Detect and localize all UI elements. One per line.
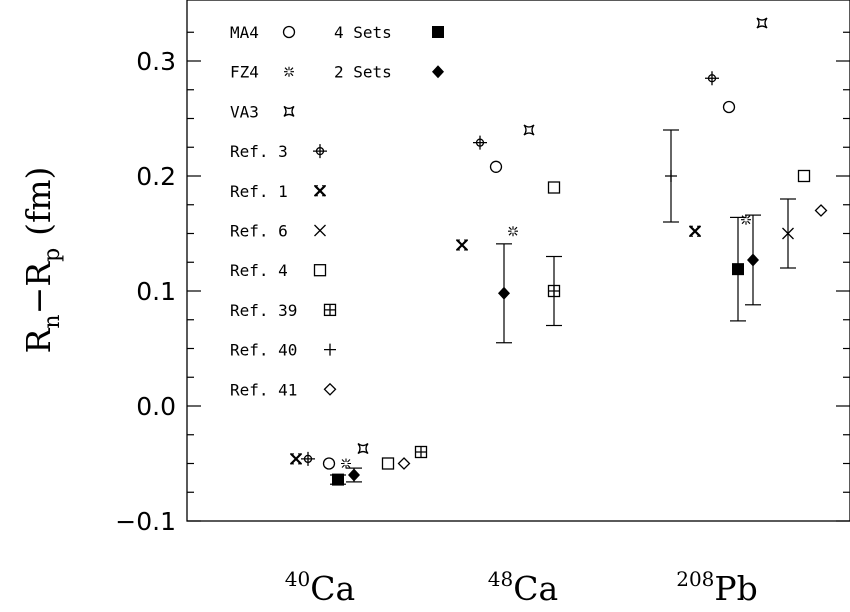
legend-label: MA4 <box>230 23 259 42</box>
legend-entry: 2 Sets <box>334 63 444 82</box>
legend-entry: Ref. 6 <box>230 222 326 241</box>
data-point <box>663 129 679 223</box>
data-point <box>741 214 751 225</box>
legend: MA4 FZ4 VA3 Ref. 3 Ref. 1 Ref. 6 Ref. 4 Ref. 39… <box>230 23 444 399</box>
x-category-label: 208Pb <box>676 567 758 608</box>
legend-label: Ref. 41 <box>230 380 297 399</box>
legend-label: Ref. 3 <box>230 142 288 161</box>
data-point <box>705 71 719 86</box>
legend-label: 4 Sets <box>334 23 392 42</box>
data-point <box>301 451 315 466</box>
svg-text:Rn−Rp(fm): Rn−Rp (fm) <box>19 167 65 354</box>
data-point <box>330 473 346 486</box>
legend-entry: Ref. 3 <box>230 142 327 161</box>
y-tick-label: 0.1 <box>136 277 176 306</box>
data-point <box>357 443 369 455</box>
legend-label: Ref. 6 <box>230 222 288 241</box>
data-marks <box>290 17 828 486</box>
legend-entry: Ref. 4 <box>230 261 327 280</box>
y-label-sub-n: n <box>40 314 65 328</box>
data-point <box>546 255 562 327</box>
legend-label: Ref. 39 <box>230 301 297 320</box>
legend-entry: 4 Sets <box>334 23 444 42</box>
data-point <box>730 216 746 322</box>
y-tick-label: 0.2 <box>136 162 176 191</box>
data-point <box>346 467 362 483</box>
y-label-minus: −R <box>19 261 58 315</box>
data-point <box>322 457 336 470</box>
y-axis-label: Rn−Rp (fm) <box>19 167 65 354</box>
data-point <box>722 100 736 114</box>
data-point <box>508 226 518 237</box>
legend-entry: Ref. 39 <box>230 301 337 320</box>
data-point <box>290 453 302 465</box>
x-category-label: 40Ca <box>285 567 355 608</box>
data-point <box>814 204 828 217</box>
data-point <box>689 225 701 237</box>
data-point <box>489 160 503 173</box>
legend-label: Ref. 40 <box>230 341 297 360</box>
data-point <box>381 457 395 470</box>
data-point <box>341 458 351 469</box>
data-point <box>397 457 411 470</box>
data-point <box>414 445 428 459</box>
legend-label: Ref. 4 <box>230 261 288 280</box>
data-point <box>745 214 761 306</box>
x-category-labels: 40Ca 48Ca 208Pb <box>285 567 758 608</box>
legend-label: 2 Sets <box>334 63 392 82</box>
y-label-unit: (fm) <box>19 167 58 236</box>
plot-frame <box>186 0 850 522</box>
legend-entry: Ref. 40 <box>230 341 336 360</box>
y-tick-label: −0.1 <box>115 507 176 536</box>
x-category-label: 48Ca <box>488 567 558 608</box>
legend-entry: FZ4 <box>230 63 294 82</box>
data-point <box>547 181 561 194</box>
data-point <box>456 239 468 251</box>
y-label-main: R <box>19 327 58 353</box>
legend-entry: Ref. 1 <box>230 182 326 201</box>
data-point <box>797 169 811 183</box>
data-point <box>523 124 535 136</box>
data-point <box>756 17 768 29</box>
legend-label: FZ4 <box>230 63 259 82</box>
legend-entry: Ref. 41 <box>230 380 337 399</box>
data-point <box>780 198 796 269</box>
data-point <box>496 243 512 344</box>
y-tick-label: 0.3 <box>136 47 176 76</box>
data-point <box>473 135 487 150</box>
y-tick-label: 0.0 <box>136 392 176 421</box>
y-label-sub-p: p <box>40 248 65 262</box>
y-ticks: −0.1 0.0 0.1 0.2 0.3 <box>115 31 850 536</box>
legend-label: VA3 <box>230 102 259 121</box>
legend-entry: VA3 <box>230 102 295 121</box>
legend-label: Ref. 1 <box>230 182 288 201</box>
legend-entry: MA4 <box>230 23 296 42</box>
